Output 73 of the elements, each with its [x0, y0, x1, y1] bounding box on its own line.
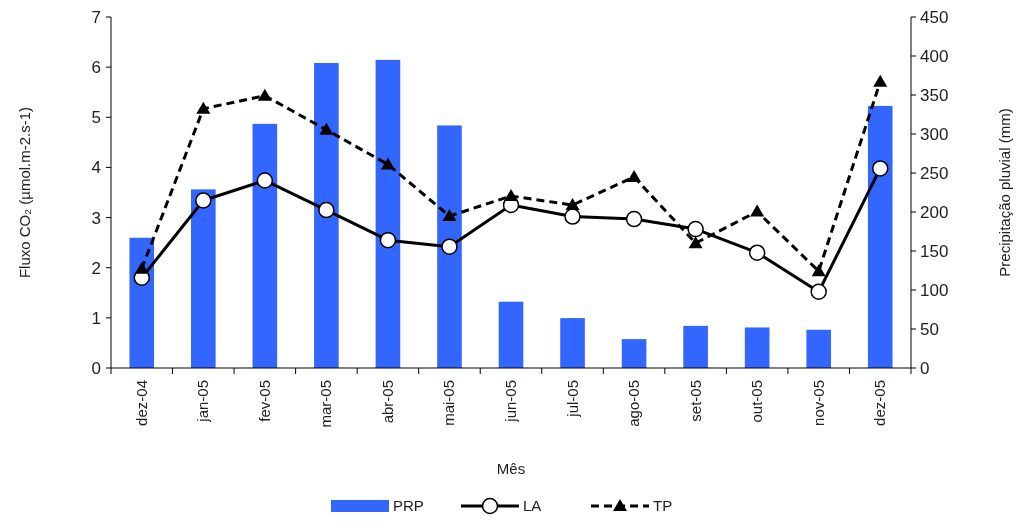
y2-tick-label: 150: [920, 241, 949, 261]
point: [565, 198, 580, 211]
x-tick-label: set-05: [686, 380, 704, 422]
y-axis-title: Fluxo CO₂ (µmol.m-2.s-1): [16, 106, 33, 279]
point: [748, 244, 766, 261]
point: [195, 192, 212, 209]
point: [871, 160, 889, 177]
point: [627, 169, 642, 182]
point: [257, 88, 272, 101]
x-tick-label: abr-05: [378, 380, 396, 424]
y-tick-label: 3: [91, 208, 101, 228]
point: [811, 264, 826, 277]
bar: [437, 125, 462, 368]
x-axis-title: Mês: [496, 460, 526, 477]
point: [564, 208, 581, 225]
x-tick-label: jul-05: [563, 380, 581, 418]
point: [319, 122, 334, 135]
y2-tick-label: 450: [920, 7, 949, 27]
legend-label: LA: [523, 497, 542, 515]
bar: [191, 189, 216, 368]
point: [380, 157, 395, 170]
y-tick-label: 6: [91, 58, 101, 78]
y2-tick-label: 100: [920, 280, 949, 300]
point: [256, 172, 274, 189]
point: [441, 238, 458, 255]
x-tick-label: fev-05: [255, 380, 273, 422]
point: [442, 209, 457, 222]
x-tick-label: ago-05: [625, 380, 643, 427]
point: [873, 74, 888, 87]
x-tick-label: out-05: [748, 380, 766, 423]
point: [687, 220, 704, 238]
x-tick-label: jun-05: [502, 380, 519, 423]
x-tick-label: dez-04: [132, 380, 150, 426]
y-tick-label: 7: [91, 7, 101, 27]
y2-tick-label: 0: [920, 358, 930, 378]
bar: [498, 301, 524, 368]
bar: [560, 318, 585, 368]
point: [134, 261, 149, 274]
bar: [867, 105, 893, 368]
point: [196, 101, 211, 114]
point: [625, 210, 643, 228]
y-tick-label: 5: [91, 108, 101, 128]
x-tick-label: mar-05: [317, 380, 335, 428]
y-tick-label: 4: [91, 158, 101, 178]
bar: [744, 327, 770, 368]
bar: [621, 339, 647, 368]
x-tick-label: dez-05: [871, 380, 889, 426]
x-tick-label: mai-05: [440, 380, 458, 426]
y2-tick-label: 300: [920, 124, 949, 144]
y-tick-label: 2: [91, 258, 101, 278]
bar: [806, 329, 831, 368]
y2-tick-label: 50: [920, 319, 939, 339]
bar: [252, 123, 278, 368]
y2-tick-label: 250: [920, 163, 949, 183]
y-tick-label: 1: [91, 308, 101, 328]
legend-label: PRP: [393, 497, 424, 515]
y2-axis-title: Precipitação pluvial (mm): [996, 108, 1013, 277]
bar: [314, 63, 339, 368]
bar: [375, 59, 401, 368]
y2-tick-label: 200: [920, 202, 949, 222]
x-tick-label: jan-05: [194, 380, 212, 423]
point: [504, 189, 518, 202]
point: [750, 204, 765, 217]
x-tick-label: nov-05: [809, 380, 827, 426]
point: [688, 236, 703, 249]
y2-tick-label: 350: [920, 85, 949, 105]
y-tick-label: 0: [91, 358, 101, 378]
y2-tick-label: 400: [920, 46, 949, 66]
bar: [683, 325, 708, 368]
point: [379, 231, 397, 249]
legend-label: TP: [653, 497, 673, 515]
point: [810, 283, 827, 301]
point: [318, 201, 335, 219]
